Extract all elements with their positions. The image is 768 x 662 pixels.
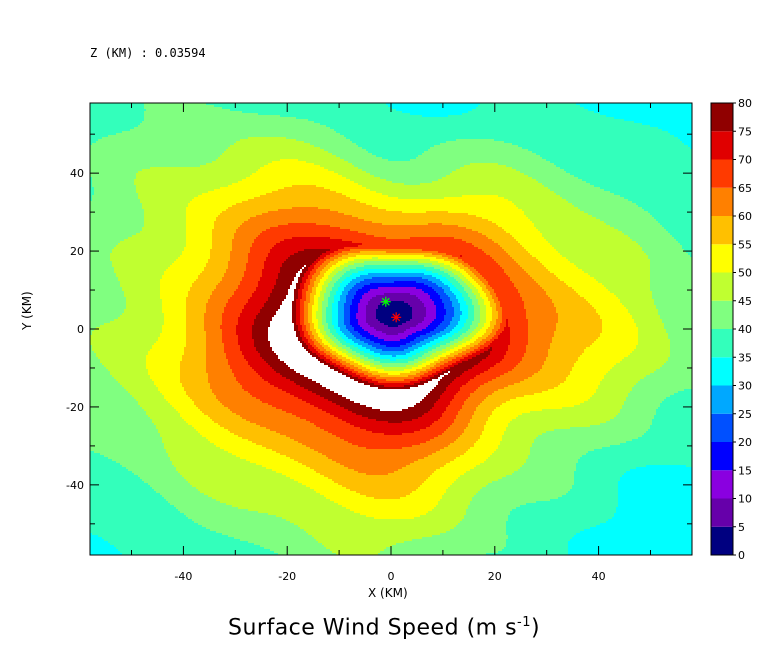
wind-field-contours (90, 103, 692, 555)
